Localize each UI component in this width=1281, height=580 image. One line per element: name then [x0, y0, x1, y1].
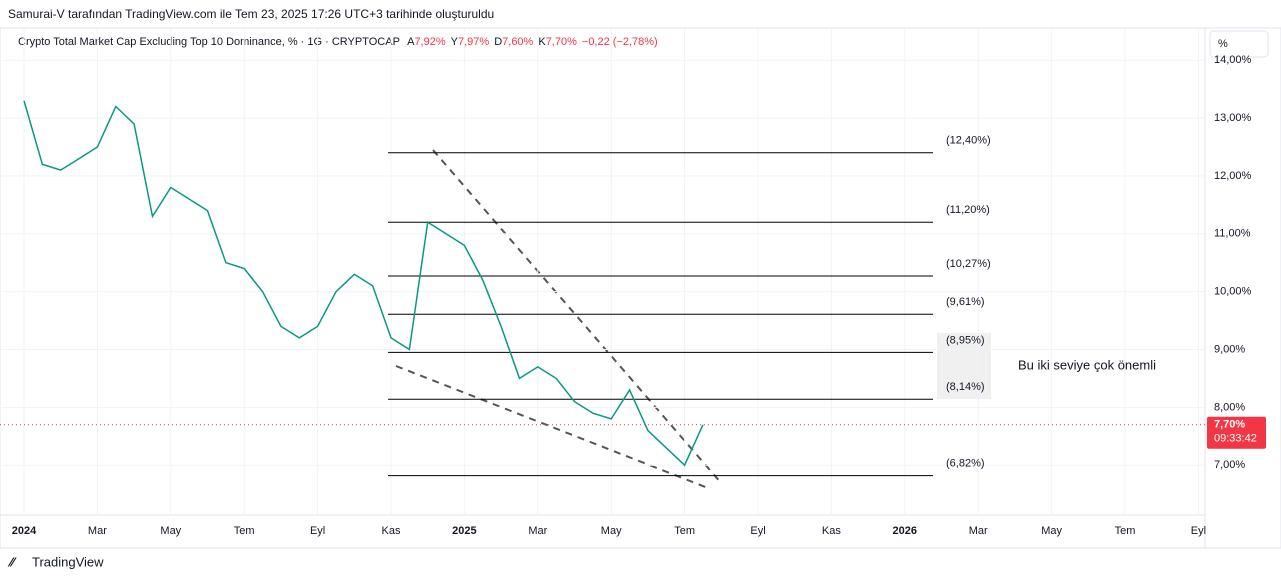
x-tick-label: Eyl — [750, 525, 765, 537]
legend: Crypto Total Market Cap Excluding Top 10… — [18, 36, 658, 48]
ohlc-key: D — [494, 36, 502, 48]
last-price-label: 7,70% — [1214, 419, 1245, 431]
x-tick-label: 2025 — [452, 525, 476, 537]
y-tick-label: 14,00% — [1214, 54, 1252, 66]
x-tick-label: Tem — [234, 525, 255, 537]
x-tick-label: Mar — [88, 525, 107, 537]
x-tick-label: Tem — [674, 525, 695, 537]
last-price-tag — [1207, 416, 1266, 449]
upper-trendline — [432, 149, 723, 485]
y-tick-label: 7,00% — [1214, 459, 1245, 471]
annotation: Bu iki seviye çok önemli — [1018, 357, 1156, 372]
scale-button-label[interactable]: % — [1218, 38, 1228, 50]
x-tick-label: 2024 — [12, 525, 37, 537]
y-tick-label: 13,00% — [1214, 112, 1252, 124]
legend-symbol: Crypto Total Market Cap Excluding Top 10… — [18, 36, 400, 48]
ohlc-value: 7,60% — [502, 36, 533, 48]
level-label: (9,61%) — [946, 296, 985, 308]
lower-trendline — [395, 365, 709, 489]
x-tick-label: May — [160, 525, 181, 537]
ohlc-key: Y — [451, 36, 459, 48]
countdown: 09:33:42 — [1214, 433, 1257, 445]
level-label: (8,14%) — [946, 381, 985, 393]
footer: TradingView — [32, 554, 104, 569]
ohlc-value: 7,70% — [546, 36, 577, 48]
x-tick-label: 2026 — [893, 525, 917, 537]
x-tick-label: May — [1041, 525, 1062, 537]
y-tick-label: 8,00% — [1214, 401, 1245, 413]
y-tick-label: 12,00% — [1214, 170, 1252, 182]
level-label: (12,40%) — [946, 135, 991, 147]
x-tick-label: Mar — [528, 525, 547, 537]
legend-change: −0,22 (−2,78%) — [582, 36, 658, 48]
x-tick-label: May — [601, 525, 622, 537]
y-tick-label: 9,00% — [1214, 343, 1245, 355]
level-label: (8,95%) — [946, 334, 985, 346]
y-tick-label: 11,00% — [1214, 228, 1251, 240]
x-tick-label: Tem — [1115, 525, 1136, 537]
x-tick-label: Eyl — [310, 525, 325, 537]
level-label: (6,82%) — [946, 458, 985, 470]
x-tick-label: Mar — [969, 525, 988, 537]
ohlc-key: K — [538, 36, 546, 48]
x-tick-label: Eyl — [1191, 525, 1206, 537]
level-label: (11,20%) — [946, 204, 990, 216]
logo-mark: ⁄⁄ — [7, 554, 17, 569]
x-tick-label: Kas — [382, 525, 401, 537]
header: Samurai-V tarafından TradingView.com ile… — [8, 7, 494, 21]
highlight-box — [937, 333, 991, 399]
ohlc-value: 7,97% — [458, 36, 489, 48]
level-label: (10,27%) — [946, 258, 991, 270]
chart-frame — [0, 27, 1281, 549]
ohlc-key: A — [407, 36, 415, 48]
x-tick-label: Kas — [822, 525, 841, 537]
price-line — [23, 100, 704, 467]
ohlc-value: 7,92% — [414, 36, 445, 48]
y-tick-label: 10,00% — [1214, 286, 1252, 298]
scale-button[interactable] — [1209, 30, 1269, 58]
